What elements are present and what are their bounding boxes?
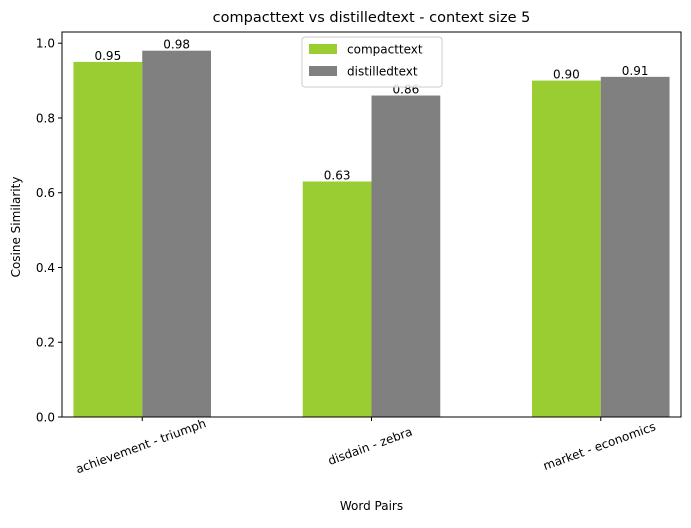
bars-layer: [73, 50, 670, 418]
bar-compacttext-1: [302, 181, 372, 417]
bar-value-label: 0.63: [324, 169, 351, 183]
x-tick-label: market - economics: [541, 419, 657, 473]
bar-value-label: 0.90: [553, 68, 580, 82]
bar-value-label: 0.91: [622, 64, 649, 78]
bar-distilledtext-2: [600, 76, 670, 417]
bar-compacttext-0: [73, 61, 143, 417]
y-axis-ticks: 0.0 0.2 0.4 0.6 0.8 1.0: [36, 37, 62, 425]
x-tick-label: achievement - triumph: [74, 416, 208, 476]
legend: compacttext distilledtext: [301, 36, 443, 88]
bar-compacttext-2: [531, 80, 601, 418]
y-tick-label: 0.6: [36, 186, 55, 200]
plot-frame: [61, 31, 682, 418]
bar-value-label: 0.95: [94, 49, 121, 63]
legend-swatch-distilledtext: [309, 66, 337, 76]
bar-value-label: 0.98: [163, 38, 190, 52]
x-axis-ticks: achievement - triumph disdain - zebra mark…: [74, 416, 658, 476]
y-tick-label: 0.4: [36, 261, 55, 275]
y-tick-label: 1.0: [36, 37, 55, 51]
legend-swatch-compacttext: [309, 44, 337, 54]
y-axis-label: Cosine Similarity: [9, 177, 23, 278]
x-axis-label: Word Pairs: [340, 499, 403, 513]
value-labels-layer: 0.950.630.900.980.860.91: [94, 38, 648, 183]
legend-label: distilledtext: [347, 65, 418, 79]
legend-label: compacttext: [347, 43, 423, 57]
y-tick-label: 0.0: [36, 411, 55, 425]
y-tick-label: 0.8: [36, 111, 55, 125]
x-tick-label: disdain - zebra: [326, 424, 414, 467]
y-tick-label: 0.2: [36, 336, 55, 350]
bar-distilledtext-0: [142, 50, 212, 417]
chart-title: compacttext vs distilledtext - context s…: [213, 10, 531, 26]
bar-distilledtext-1: [371, 95, 441, 417]
